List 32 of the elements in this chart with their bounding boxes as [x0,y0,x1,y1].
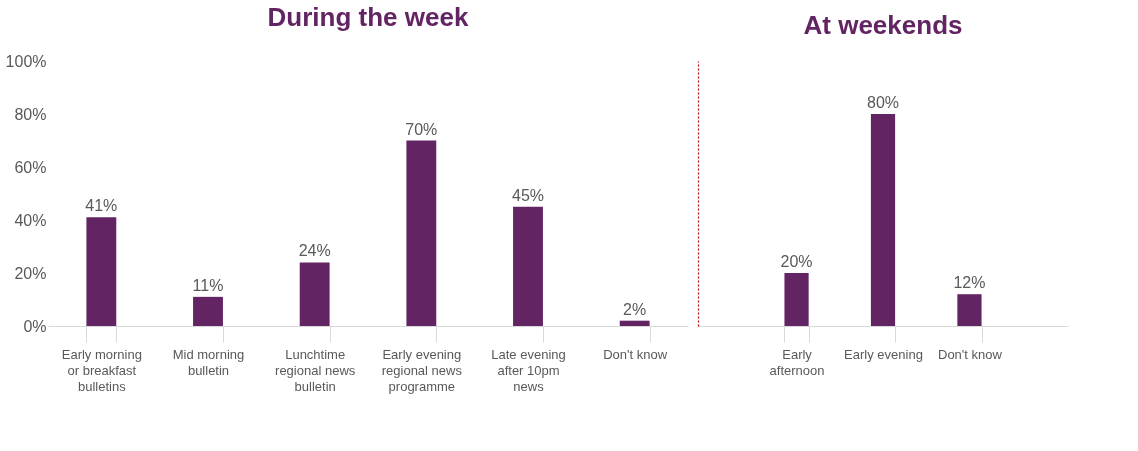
chart-title: At weekends [803,10,963,40]
chart-title: During the week [267,2,469,32]
y-tick-label: 80% [14,105,47,123]
y-tick-label: 40% [14,211,47,229]
y-tick-label: 100% [5,52,47,70]
x-tick-label: Lunchtime regional news bulletin [275,346,356,394]
y-tick-label: 60% [14,158,47,176]
x-tick-label: Late evening after 10pm news [491,346,566,394]
bar [86,217,117,326]
data-label: 80% [866,94,900,111]
data-label: 24% [298,242,331,260]
bar [193,296,223,326]
data-label: 2% [623,300,647,318]
x-tick-label: Don't know [603,346,668,362]
bar [299,262,330,326]
bar [406,140,437,326]
x-tick-label: Mid morning bulletin [172,346,245,378]
y-tick-label: 0% [23,317,47,335]
data-label: 12% [953,274,986,292]
data-label: 45% [511,186,545,204]
data-label: 20% [780,253,813,270]
x-tick-label: Early evening regional news programme [381,346,463,394]
bar [513,206,543,326]
data-label: 41% [85,197,118,215]
y-tick-label: 20% [14,264,47,282]
x-tick-label: Early afternoon [769,346,825,378]
x-tick-label: Early morning or breakfast bulletins [61,346,142,394]
bar [619,320,650,326]
data-label: 11% [192,276,224,294]
x-tick-label: Don't know [938,346,1003,362]
data-label: 70% [405,120,438,138]
x-tick-label: Early evening [844,346,923,362]
